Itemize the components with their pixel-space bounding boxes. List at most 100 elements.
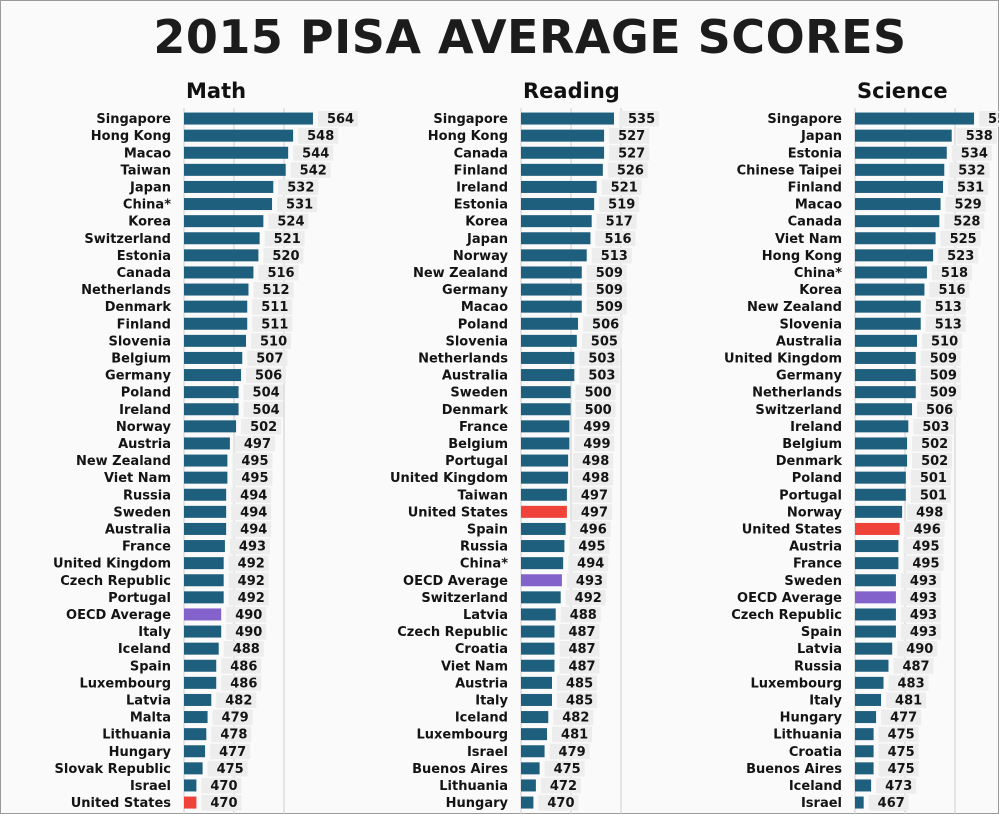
bar bbox=[184, 522, 227, 535]
value-label-bg bbox=[575, 384, 616, 401]
value-label: 475 bbox=[217, 762, 244, 777]
bar bbox=[184, 232, 260, 245]
category-label: New Zealand bbox=[413, 266, 508, 281]
bar bbox=[184, 266, 254, 279]
category-label: Slovenia bbox=[445, 334, 508, 349]
category-label: Iceland bbox=[118, 642, 171, 657]
value-label: 494 bbox=[240, 505, 267, 520]
value-label: 512 bbox=[262, 283, 289, 298]
category-label: Denmark bbox=[442, 403, 509, 418]
bar bbox=[184, 403, 239, 416]
value-label-bg bbox=[570, 521, 611, 537]
value-label: 518 bbox=[941, 266, 968, 281]
value-label-bg bbox=[559, 658, 600, 674]
value-label-bg bbox=[221, 658, 262, 674]
bar bbox=[521, 317, 579, 330]
category-label: United Kingdom bbox=[724, 351, 842, 366]
panel-math: Math Singapore 564 Hong Kong 548 Macao 544 Taiw… bbox=[53, 79, 358, 814]
bar bbox=[855, 608, 896, 621]
value-label-bg bbox=[575, 401, 616, 418]
value-label-bg bbox=[216, 692, 257, 708]
bar bbox=[184, 386, 239, 399]
bar bbox=[184, 112, 313, 125]
bar bbox=[521, 300, 582, 313]
bar bbox=[855, 642, 893, 655]
category-label: Latvia bbox=[463, 608, 508, 623]
value-label-bg bbox=[900, 589, 941, 606]
bar bbox=[855, 300, 921, 313]
bar bbox=[521, 796, 534, 809]
bar bbox=[855, 403, 913, 416]
category-label: Germany bbox=[105, 369, 171, 384]
value-label: 494 bbox=[577, 557, 604, 572]
value-label-bg bbox=[596, 213, 637, 230]
category-label: Portugal bbox=[108, 591, 171, 606]
value-label-bg bbox=[226, 606, 267, 623]
value-label-bg bbox=[912, 435, 953, 452]
category-label: Hong Kong bbox=[428, 129, 508, 144]
bar bbox=[521, 146, 605, 159]
value-label: 487 bbox=[568, 625, 595, 640]
value-label: 481 bbox=[561, 728, 588, 743]
category-label: Poland bbox=[792, 471, 842, 486]
bar bbox=[521, 574, 562, 587]
bar bbox=[855, 215, 940, 228]
category-label: Switzerland bbox=[755, 403, 842, 418]
category-label: Hungary bbox=[446, 796, 509, 811]
category-label: OECD Average bbox=[737, 591, 842, 606]
category-label: New Zealand bbox=[76, 454, 171, 469]
bar bbox=[855, 659, 889, 672]
category-label: Poland bbox=[458, 317, 508, 332]
bar bbox=[184, 369, 242, 382]
bar bbox=[855, 386, 916, 399]
value-label-bg bbox=[878, 726, 919, 743]
value-label-bg bbox=[277, 196, 318, 213]
bar bbox=[184, 745, 206, 758]
value-label: 509 bbox=[930, 351, 957, 366]
value-label-bg bbox=[268, 213, 309, 230]
value-label: 481 bbox=[895, 693, 922, 708]
value-label-bg bbox=[207, 760, 248, 777]
value-label: 497 bbox=[581, 488, 608, 503]
bar bbox=[521, 779, 536, 792]
value-label-bg bbox=[907, 504, 948, 520]
value-label: 529 bbox=[955, 198, 982, 213]
value-label: 521 bbox=[274, 232, 301, 247]
value-label: 511 bbox=[261, 300, 288, 315]
value-label-bg bbox=[231, 504, 272, 520]
category-label: Iceland bbox=[455, 711, 508, 726]
value-label: 482 bbox=[562, 711, 589, 726]
bar bbox=[184, 471, 228, 484]
category-label: Austria bbox=[789, 540, 842, 555]
bar bbox=[184, 608, 222, 621]
bar bbox=[184, 762, 203, 775]
value-label: 495 bbox=[912, 557, 939, 572]
bar bbox=[184, 625, 222, 638]
category-label: Buenos Aires bbox=[746, 762, 842, 777]
value-label: 511 bbox=[261, 317, 288, 332]
value-label-bg bbox=[317, 111, 358, 127]
bar bbox=[184, 557, 224, 570]
value-label: 479 bbox=[559, 745, 586, 760]
bar bbox=[855, 283, 925, 296]
category-label: Italy bbox=[138, 625, 171, 640]
category-label: Ireland bbox=[456, 180, 508, 195]
bar bbox=[855, 180, 944, 193]
value-label-bg bbox=[232, 470, 273, 486]
bar bbox=[521, 129, 605, 142]
value-label: 506 bbox=[926, 403, 953, 418]
value-label: 473 bbox=[885, 779, 912, 794]
value-label: 513 bbox=[935, 300, 962, 315]
value-label: 470 bbox=[547, 796, 574, 811]
value-label-bg bbox=[931, 264, 972, 281]
value-label-bg bbox=[568, 555, 609, 572]
value-label-bg bbox=[893, 658, 934, 674]
bar bbox=[855, 693, 882, 706]
value-label-bg bbox=[559, 641, 600, 657]
category-label: United States bbox=[71, 796, 172, 811]
category-label: Czech Republic bbox=[397, 625, 508, 640]
category-label: Canada bbox=[454, 146, 508, 161]
bar bbox=[521, 403, 571, 416]
value-label: 497 bbox=[244, 437, 271, 452]
value-label-bg bbox=[557, 692, 597, 708]
